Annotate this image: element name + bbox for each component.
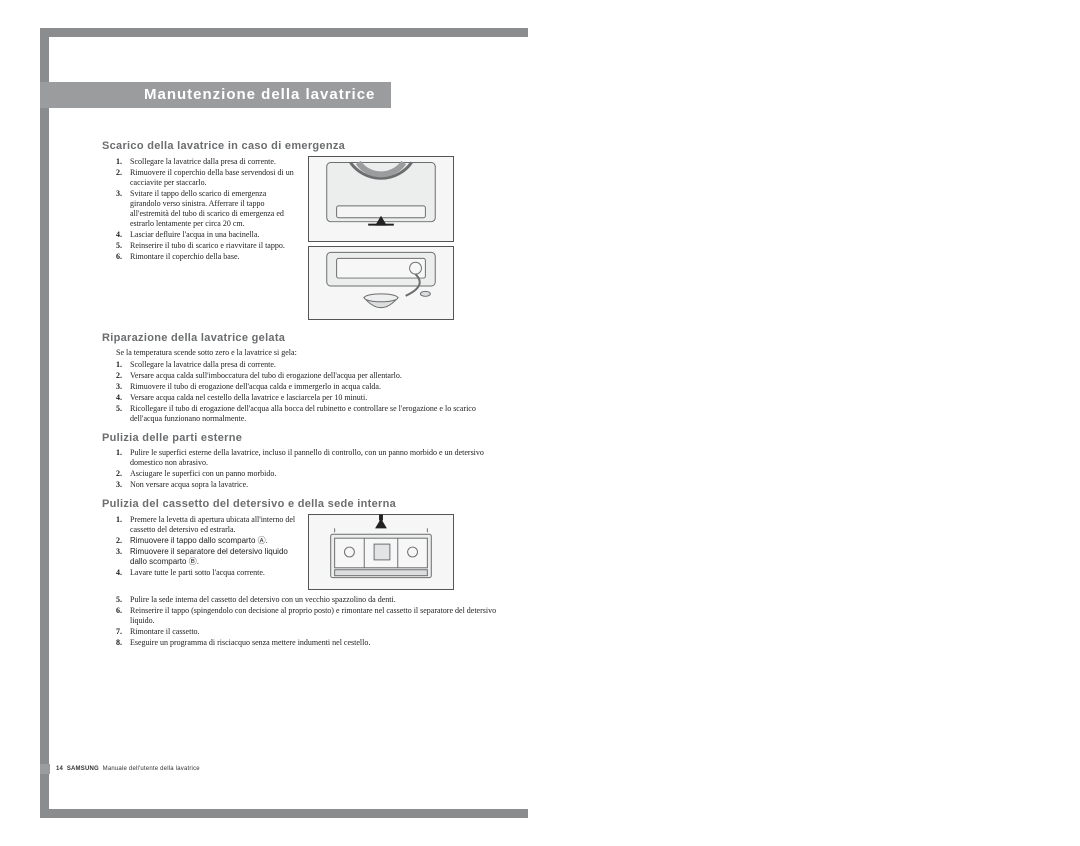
heading-frozen: Riparazione della lavatrice gelata (102, 332, 502, 344)
list-item: Non versare acqua sopra la lavatrice. (116, 480, 502, 490)
list-item: Ricollegare il tubo di erogazione dell'a… (116, 404, 502, 424)
emergency-figures (308, 156, 502, 324)
footer-text: 14 SAMSUNG Manuale dell'utente della lav… (56, 766, 200, 772)
section-title-tab: Manutenzione della lavatrice (40, 82, 391, 108)
heading-emergency: Scarico della lavatrice in caso di emerg… (102, 140, 502, 152)
list-item: Lavare tutte le parti sotto l'acqua corr… (116, 568, 298, 578)
list-item: Scollegare la lavatrice dalla presa di c… (116, 157, 298, 167)
figure-washer-front (308, 156, 454, 242)
heading-exterior: Pulizia delle parti esterne (102, 432, 502, 444)
list-item: Rimuovere il tubo di erogazione dell'acq… (116, 382, 502, 392)
content-area: Scarico della lavatrice in caso di emerg… (102, 132, 502, 649)
figure-drain-bowl (308, 246, 454, 320)
drawer-steps-narrow: Premere la levetta di apertura ubicata a… (102, 514, 298, 594)
list-item: Rimontare il cassetto. (116, 627, 502, 637)
list-item: Rimontare il coperchio della base. (116, 252, 298, 262)
drawer-steps-wide: Pulire la sede interna del cassetto del … (116, 595, 502, 648)
list-item: Versare acqua calda nel cestello della l… (116, 393, 502, 403)
list-item: Premere la levetta di apertura ubicata a… (116, 515, 298, 535)
list-item: Reinserire il tappo (spingendolo con dec… (116, 606, 502, 626)
page-content: Manutenzione della lavatrice Scarico del… (80, 68, 520, 788)
list-item: Scollegare la lavatrice dalla presa di c… (116, 360, 502, 370)
list-item: Rimuovere il coperchio della base serven… (116, 168, 298, 188)
list-item: Pulire la sede interna del cassetto del … (116, 595, 502, 605)
list-item: Rimuovere il separatore del detersivo li… (116, 547, 298, 567)
list-item: Eseguire un programma di risciacquo senz… (116, 638, 502, 648)
list-item: Lasciar defluire l'acqua in una bacinell… (116, 230, 298, 240)
frozen-intro: Se la temperatura scende sotto zero e la… (116, 348, 502, 358)
heading-drawer: Pulizia del cassetto del detersivo e del… (102, 498, 502, 510)
list-item: Reinserire il tubo di scarico e riavvita… (116, 241, 298, 251)
list-item: Rimuovere il tappo dallo scomparto Ⓐ. (116, 536, 298, 546)
emergency-block: Scollegare la lavatrice dalla presa di c… (102, 156, 502, 324)
list-item: Asciugare le superfici con un panno morb… (116, 469, 502, 479)
drawer-block: Premere la levetta di apertura ubicata a… (102, 514, 502, 594)
list-item: Versare acqua calda sull'imboccatura del… (116, 371, 502, 381)
emergency-steps: Scollegare la lavatrice dalla presa di c… (102, 156, 298, 324)
figure-detergent-drawer (308, 514, 454, 590)
list-item: Svitare il tappo dello scarico di emerge… (116, 189, 298, 229)
footer-accent-bar (40, 764, 50, 774)
frozen-steps: Scollegare la lavatrice dalla presa di c… (116, 360, 502, 424)
page-footer: 14 SAMSUNG Manuale dell'utente della lav… (40, 764, 200, 774)
exterior-steps: Pulire le superfici esterne della lavatr… (116, 448, 502, 490)
list-item: Pulire le superfici esterne della lavatr… (116, 448, 502, 468)
drawer-figure (308, 514, 502, 594)
